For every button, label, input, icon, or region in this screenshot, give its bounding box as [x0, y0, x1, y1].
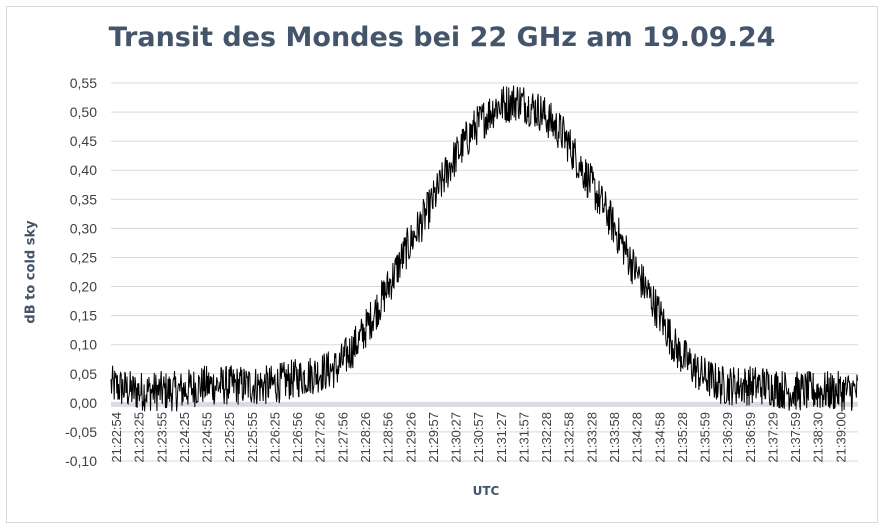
chart-frame — [6, 6, 878, 523]
x-tick-label: 21:32:28 — [539, 412, 554, 463]
x-tick-label: 21:34:58 — [652, 412, 667, 463]
x-tick-label: 21:23:25 — [132, 412, 147, 463]
series-line — [110, 85, 859, 412]
chart-title: Transit des Mondes bei 22 GHz am 19.09.2… — [108, 22, 776, 53]
y-tick-label: 0,05 — [70, 366, 97, 382]
x-tick-label: 21:24:25 — [177, 412, 192, 463]
y-tick-label: 0,30 — [70, 220, 97, 236]
y-tick-label: -0,10 — [65, 453, 97, 469]
x-tick-label: 21:35:59 — [698, 412, 713, 463]
x-tick-label: 21:26:56 — [290, 412, 305, 463]
y-tick-label: 0,10 — [70, 337, 97, 353]
x-tick-label: 21:30:27 — [449, 412, 464, 463]
x-tick-label: 21:30:57 — [471, 412, 486, 463]
x-tick-label: 21:27:56 — [335, 412, 350, 463]
y-tick-label: 0,55 — [70, 75, 97, 91]
y-tick-label: 0,00 — [70, 395, 97, 411]
x-tick-label: 21:29:26 — [403, 412, 418, 463]
x-tick-label: 21:25:55 — [245, 412, 260, 463]
x-axis-label: UTC — [472, 484, 500, 498]
x-tick-label: 21:38:30 — [811, 412, 826, 463]
x-tick-label: 21:27:26 — [313, 412, 328, 463]
y-tick-label: 0,35 — [70, 191, 97, 207]
x-tick-label: 21:24:55 — [200, 412, 215, 463]
x-tick-label: 21:37:29 — [765, 412, 780, 463]
x-tick-label: 21:35:28 — [675, 412, 690, 463]
zero-baseline — [111, 401, 858, 407]
x-tick-label: 21:33:58 — [607, 412, 622, 463]
x-tick-label: 21:28:56 — [381, 412, 396, 463]
x-tick-label: 21:32:58 — [562, 412, 577, 463]
y-tick-label: 0,50 — [70, 104, 97, 120]
x-tick-label: 21:28:26 — [358, 412, 373, 463]
y-tick-label: 0,45 — [70, 133, 97, 149]
y-tick-label: 0,40 — [70, 162, 97, 178]
y-tick-label: 0,25 — [70, 249, 97, 265]
x-tick-label: 21:31:27 — [494, 412, 509, 463]
x-tick-label: 21:34:28 — [630, 412, 645, 463]
x-tick-label: 21:26:25 — [267, 412, 282, 463]
x-tick-label: 21:22:54 — [109, 412, 124, 463]
x-tick-label: 21:36:29 — [720, 412, 735, 463]
y-tick-label: 0,20 — [70, 279, 97, 295]
x-tick-label: 21:23:55 — [154, 412, 169, 463]
x-tick-label: 21:39:00 — [833, 412, 848, 463]
x-tick-label: 21:37:59 — [788, 412, 803, 463]
y-tick-label: 0,15 — [70, 308, 97, 324]
x-tick-label: 21:36:59 — [743, 412, 758, 463]
x-tick-label: 21:33:28 — [584, 412, 599, 463]
y-tick-label: -0,05 — [65, 424, 97, 440]
x-tick-label: 21:25:25 — [222, 412, 237, 463]
x-tick-label: 21:29:57 — [426, 412, 441, 463]
x-tick-labels: 21:22:54 21:23:25 21:23:55 21:24:25 21:24:55… — [109, 412, 848, 463]
y-tick-labels: 0,55 0,50 0,45 0,40 0,35 0,30 0,25 0,20 0,15 0,10… — [65, 75, 97, 469]
x-tick-label: 21:31:57 — [516, 412, 531, 463]
